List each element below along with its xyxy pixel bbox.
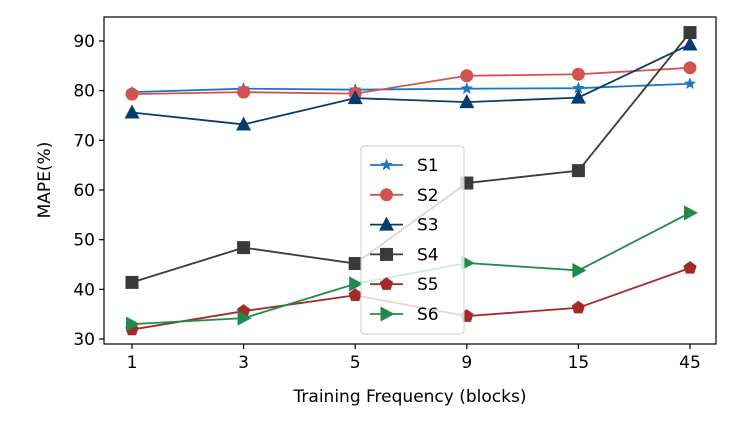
data-point [459, 94, 475, 109]
x-axis: 1 3 5 9 15 45 [127, 344, 701, 373]
series-line [131, 66, 691, 96]
x-tick-label: 3 [238, 353, 249, 373]
data-point [683, 61, 697, 75]
legend-label: S3 [417, 216, 439, 236]
y-tick-label: 40 [73, 280, 95, 300]
legend-item-s4: S4 [370, 245, 439, 265]
legend-label: S1 [417, 156, 439, 176]
series-s3 [124, 36, 698, 131]
legend-marker [380, 247, 393, 261]
data-point [460, 82, 473, 94]
legend-item-s3: S3 [370, 216, 439, 236]
series-line [131, 82, 691, 94]
series-s1 [125, 77, 697, 98]
legend-label: S4 [417, 245, 439, 265]
data-point [349, 276, 364, 292]
data-point [237, 241, 251, 255]
data-point [571, 300, 586, 314]
y-tick-label: 80 [73, 82, 95, 102]
y-tick-label: 70 [73, 131, 95, 151]
legend-item-s2: S2 [370, 186, 439, 206]
x-tick-label: 9 [461, 353, 472, 373]
data-point [348, 257, 362, 271]
legend-marker [379, 216, 394, 231]
legend-item-s1: S1 [370, 156, 439, 176]
legend-label: S5 [417, 275, 439, 295]
legend-label: S2 [417, 186, 439, 206]
data-point [236, 116, 252, 131]
data-point [347, 90, 363, 105]
x-tick-label: 1 [127, 353, 138, 373]
legend-box [360, 145, 465, 335]
legend-marker [380, 306, 395, 322]
legend-marker [380, 158, 393, 171]
legend-marker [380, 188, 393, 202]
legend-item-s5: S5 [370, 275, 439, 295]
y-tick-label: 90 [73, 32, 95, 52]
plot-frame [103, 16, 717, 345]
data-point [124, 104, 140, 119]
data-point [570, 89, 586, 104]
data-point [125, 275, 139, 289]
legend: S1 S2 S3 S4 S5 S6 [360, 145, 465, 335]
y-tick-label: 60 [73, 181, 95, 201]
x-tick-label: 15 [568, 353, 590, 373]
data-point [571, 67, 585, 81]
data-point [572, 81, 585, 94]
data-point [683, 26, 697, 40]
legend-marker [379, 277, 394, 290]
y-tick-label: 50 [73, 231, 95, 251]
y-axis-label: MAPE(%) [35, 142, 55, 219]
data-point [348, 288, 362, 301]
series-line [131, 43, 691, 126]
legend-label: S6 [417, 305, 439, 325]
data-point [572, 262, 587, 278]
data-point [237, 85, 251, 99]
y-tick-label: 30 [73, 330, 95, 350]
data-point [237, 310, 252, 326]
series-s2 [125, 61, 697, 101]
data-point [126, 316, 140, 332]
data-point [684, 205, 698, 221]
data-point [571, 164, 585, 178]
data-point [125, 87, 139, 101]
legend-item-s6: S6 [370, 305, 439, 325]
x-tick-label: 45 [679, 353, 701, 373]
x-axis-label: Training Frequency (blocks) [293, 387, 527, 407]
data-point [460, 69, 474, 83]
y-axis: 30 40 50 60 70 80 90 [73, 32, 104, 350]
x-tick-label: 5 [350, 353, 361, 373]
data-point [683, 77, 697, 89]
data-point [682, 36, 698, 51]
data-point [683, 260, 697, 274]
